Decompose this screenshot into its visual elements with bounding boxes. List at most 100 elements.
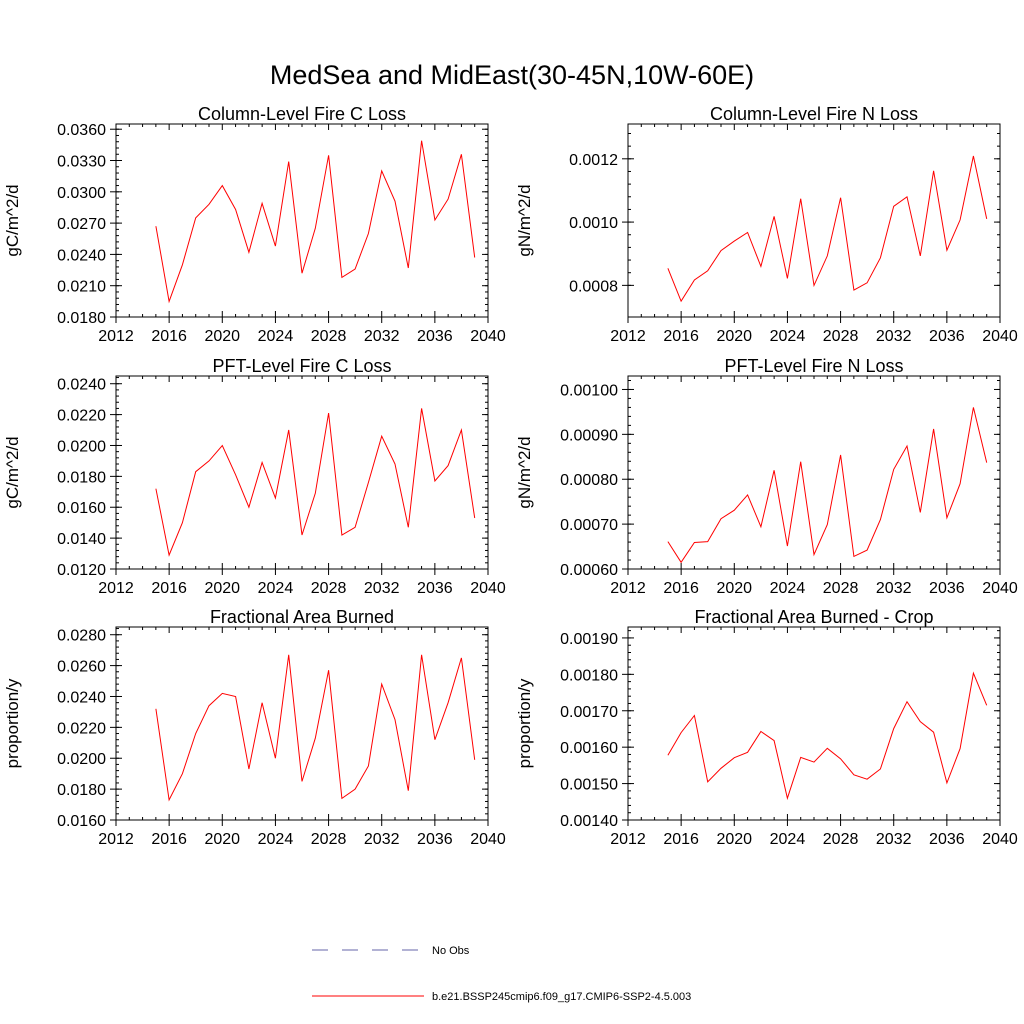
y-tick-label: 0.00170: [560, 704, 618, 721]
y-tick-label: 0.0008: [569, 278, 618, 295]
x-tick-label: 2032: [364, 831, 400, 848]
y-tick-label: 0.00100: [560, 382, 618, 399]
x-tick-label: 2032: [364, 328, 400, 345]
plot-frame: [627, 375, 1001, 570]
figure-title: MedSea and MidEast(30-45N,10W-60E): [270, 60, 754, 90]
x-tick-label: 2036: [929, 328, 965, 345]
series-line: [155, 654, 476, 802]
x-tick-label: 2012: [610, 580, 646, 597]
x-tick-label: 2040: [470, 580, 506, 597]
x-tick-label: 2016: [663, 831, 699, 848]
panel-title: PFT-Level Fire C Loss: [212, 356, 391, 376]
x-tick-label: 2016: [663, 328, 699, 345]
plot-frame: [115, 375, 489, 570]
y-tick-label: 0.0180: [57, 782, 106, 799]
y-axis-label: gC/m^2/d: [3, 184, 22, 256]
x-tick-label: 2040: [470, 328, 506, 345]
y-tick-label: 0.00160: [560, 740, 618, 757]
x-tick-label: 2020: [204, 831, 240, 848]
panels: Column-Level Fire C Loss 2012 2016 2020 2024…: [3, 104, 1018, 848]
x-tick-label: 2036: [929, 580, 965, 597]
x-tick-label: 2020: [716, 328, 752, 345]
y-tick-label: 0.0240: [57, 247, 106, 264]
y-axis-label: gC/m^2/d: [3, 436, 22, 508]
x-tick-label: 2016: [151, 328, 187, 345]
x-tick-label: 2024: [258, 328, 294, 345]
y-tick-label: 0.00090: [560, 427, 618, 444]
x-tick-label: 2016: [151, 831, 187, 848]
y-tick-label: 0.0180: [57, 469, 106, 486]
y-tick-label: 0.0210: [57, 279, 106, 296]
panel-title: Column-Level Fire N Loss: [710, 104, 918, 124]
y-tick-label: 0.00070: [560, 517, 618, 534]
chart-panel: PFT-Level Fire C Loss 2012 2016 2020 2024 202…: [3, 356, 506, 597]
x-tick-label: 2024: [770, 328, 806, 345]
x-tick-label: 2012: [98, 580, 134, 597]
x-tick-label: 2028: [311, 831, 347, 848]
y-axis-label: proportion/y: [515, 678, 534, 768]
series-line: [155, 140, 476, 304]
x-tick-label: 2036: [417, 328, 453, 345]
panel-title: PFT-Level Fire N Loss: [724, 356, 903, 376]
x-tick-label: 2040: [982, 831, 1018, 848]
plot-frame: [115, 123, 489, 318]
x-tick-label: 2036: [417, 831, 453, 848]
legend-model-label: b.e21.BSSP245cmip6.f09_g17.CMIP6-SSP2-4.…: [432, 991, 691, 1003]
x-tick-label: 2040: [470, 831, 506, 848]
y-tick-label: 0.00140: [560, 813, 618, 830]
plot-frame: [627, 626, 1001, 821]
y-tick-label: 0.0160: [57, 813, 106, 830]
x-tick-label: 2020: [716, 831, 752, 848]
series-line: [667, 155, 988, 303]
x-tick-label: 2024: [258, 831, 294, 848]
legend-obs-label: No Obs: [432, 945, 470, 957]
panel-title: Column-Level Fire C Loss: [198, 104, 406, 124]
chart-panel: Fractional Area Burned - Crop 2012 2016 202…: [515, 607, 1018, 848]
y-tick-label: 0.0360: [57, 122, 106, 139]
legend: No Obs b.e21.BSSP245cmip6.f09_g17.CMIP6-…: [312, 945, 691, 1003]
y-tick-label: 0.00080: [560, 472, 618, 489]
y-tick-label: 0.0160: [57, 500, 106, 517]
y-tick-label: 0.00180: [560, 667, 618, 684]
y-tick-label: 0.0270: [57, 216, 106, 233]
x-tick-label: 2024: [770, 580, 806, 597]
x-tick-label: 2016: [663, 580, 699, 597]
x-tick-label: 2028: [823, 328, 859, 345]
x-tick-label: 2028: [311, 580, 347, 597]
y-tick-label: 0.0330: [57, 154, 106, 171]
y-tick-label: 0.00190: [560, 631, 618, 648]
x-tick-label: 2028: [823, 831, 859, 848]
x-tick-label: 2036: [929, 831, 965, 848]
chart-panel: Fractional Area Burned 2012 2016 2020 2024 20…: [3, 607, 506, 848]
y-tick-label: 0.0240: [57, 377, 106, 394]
panel-title: Fractional Area Burned - Crop: [694, 607, 933, 627]
y-tick-label: 0.0200: [57, 438, 106, 455]
series-line: [155, 408, 476, 557]
x-tick-label: 2028: [823, 580, 859, 597]
plot-frame: [627, 123, 1001, 318]
x-tick-label: 2036: [417, 580, 453, 597]
y-tick-label: 0.0200: [57, 751, 106, 768]
chart-panel: PFT-Level Fire N Loss 2012 2016 2020 2024 202…: [515, 356, 1018, 597]
y-tick-label: 0.00060: [560, 562, 618, 579]
x-tick-label: 2016: [151, 580, 187, 597]
y-tick-label: 0.0180: [57, 310, 106, 327]
x-tick-label: 2012: [98, 328, 134, 345]
panel-title: Fractional Area Burned: [210, 607, 394, 627]
x-tick-label: 2032: [876, 580, 912, 597]
x-tick-label: 2024: [770, 831, 806, 848]
x-tick-label: 2040: [982, 580, 1018, 597]
y-tick-label: 0.0220: [57, 720, 106, 737]
y-axis-label: gN/m^2/d: [515, 436, 534, 508]
x-tick-label: 2012: [98, 831, 134, 848]
y-tick-label: 0.0220: [57, 408, 106, 425]
y-tick-label: 0.0120: [57, 562, 106, 579]
y-tick-label: 0.0240: [57, 689, 106, 706]
y-tick-label: 0.0010: [569, 215, 618, 232]
x-tick-label: 2040: [982, 328, 1018, 345]
y-tick-label: 0.0260: [57, 659, 106, 676]
y-tick-label: 0.0012: [569, 152, 618, 169]
x-tick-label: 2028: [311, 328, 347, 345]
x-tick-label: 2032: [876, 328, 912, 345]
